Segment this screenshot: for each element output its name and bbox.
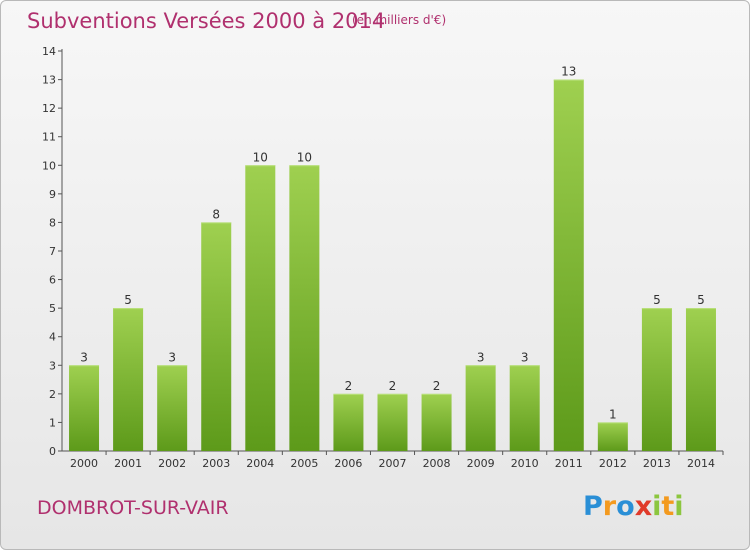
y-tick-label: 10 (42, 159, 56, 172)
bar-value-label: 10 (253, 150, 268, 164)
logo-letter: t (661, 491, 675, 522)
bar-value-label: 2 (345, 379, 353, 393)
x-tick-label: 2010 (511, 457, 539, 470)
bar-value-label: 10 (297, 150, 312, 164)
y-tick-label: 1 (49, 416, 56, 429)
bar-2002 (157, 365, 188, 451)
x-tick-label: 2007 (379, 457, 407, 470)
bar-2014 (685, 308, 716, 451)
y-tick-label: 3 (49, 359, 56, 372)
y-tick-label: 9 (49, 188, 56, 201)
x-tick-label: 2013 (643, 457, 671, 470)
logo-letter: o (616, 491, 635, 522)
y-tick-label: 2 (49, 388, 56, 401)
logo-letter: x (634, 491, 653, 522)
bar-2012 (597, 422, 628, 451)
bar-value-label: 5 (124, 293, 132, 307)
logo-letter: P (583, 491, 603, 522)
y-tick-label: 14 (42, 45, 56, 58)
x-tick-label: 2012 (599, 457, 627, 470)
chart-title: Subventions Versées 2000 à 2014 (27, 9, 386, 33)
bar-2007 (377, 393, 408, 451)
bar-2001 (113, 308, 144, 451)
logo-letter: i (652, 491, 662, 522)
x-tick-label: 2008 (423, 457, 451, 470)
bar-2011 (553, 79, 584, 452)
x-tick-label: 2002 (158, 457, 186, 470)
x-tick-label: 2006 (334, 457, 362, 470)
bar-value-label: 1 (609, 407, 617, 421)
x-tick-label: 2000 (70, 457, 98, 470)
bar-2008 (421, 393, 452, 451)
bar-2009 (465, 365, 496, 451)
bar-value-label: 13 (561, 65, 576, 79)
bar-2010 (509, 365, 540, 451)
y-tick-label: 8 (49, 216, 56, 229)
bar-value-label: 5 (653, 293, 661, 307)
bar-value-label: 3 (477, 350, 485, 364)
x-tick-label: 2003 (202, 457, 230, 470)
x-tick-label: 2014 (687, 457, 715, 470)
y-tick-label: 12 (42, 102, 56, 115)
chart-unit-note: (en milliers d'€) (352, 13, 447, 27)
bar-2004 (245, 165, 276, 452)
bar-value-label: 3 (80, 350, 88, 364)
y-tick-label: 4 (49, 331, 56, 344)
bar-2000 (69, 365, 100, 451)
bar-2003 (201, 222, 232, 451)
bar-value-label: 2 (433, 379, 441, 393)
y-tick-label: 13 (42, 74, 56, 87)
x-tick-label: 2009 (467, 457, 495, 470)
logo-letter: r (602, 491, 617, 522)
bar-value-label: 5 (697, 293, 705, 307)
proxiti-logo: Proxiti (583, 491, 684, 522)
bar-2013 (641, 308, 672, 451)
bar-value-label: 3 (521, 350, 529, 364)
y-tick-label: 0 (49, 445, 56, 458)
bar-value-label: 8 (212, 207, 220, 221)
bar-value-label: 2 (389, 379, 397, 393)
y-tick-label: 5 (49, 302, 56, 315)
bar-2006 (333, 393, 364, 451)
y-tick-label: 6 (49, 274, 56, 287)
logo-letter: i (674, 491, 684, 522)
x-tick-label: 2011 (555, 457, 583, 470)
x-tick-label: 2001 (114, 457, 142, 470)
y-tick-label: 7 (49, 245, 56, 258)
bar-value-label: 3 (168, 350, 176, 364)
x-tick-label: 2004 (246, 457, 274, 470)
bar-2005 (289, 165, 320, 452)
x-tick-label: 2005 (290, 457, 318, 470)
chart-bars: 3 5 3 8 10 10 2 2 2 3 3 13 1 5 5 (69, 65, 716, 452)
y-tick-label: 11 (42, 131, 56, 144)
commune-name: DOMBROT-SUR-VAIR (37, 497, 229, 519)
